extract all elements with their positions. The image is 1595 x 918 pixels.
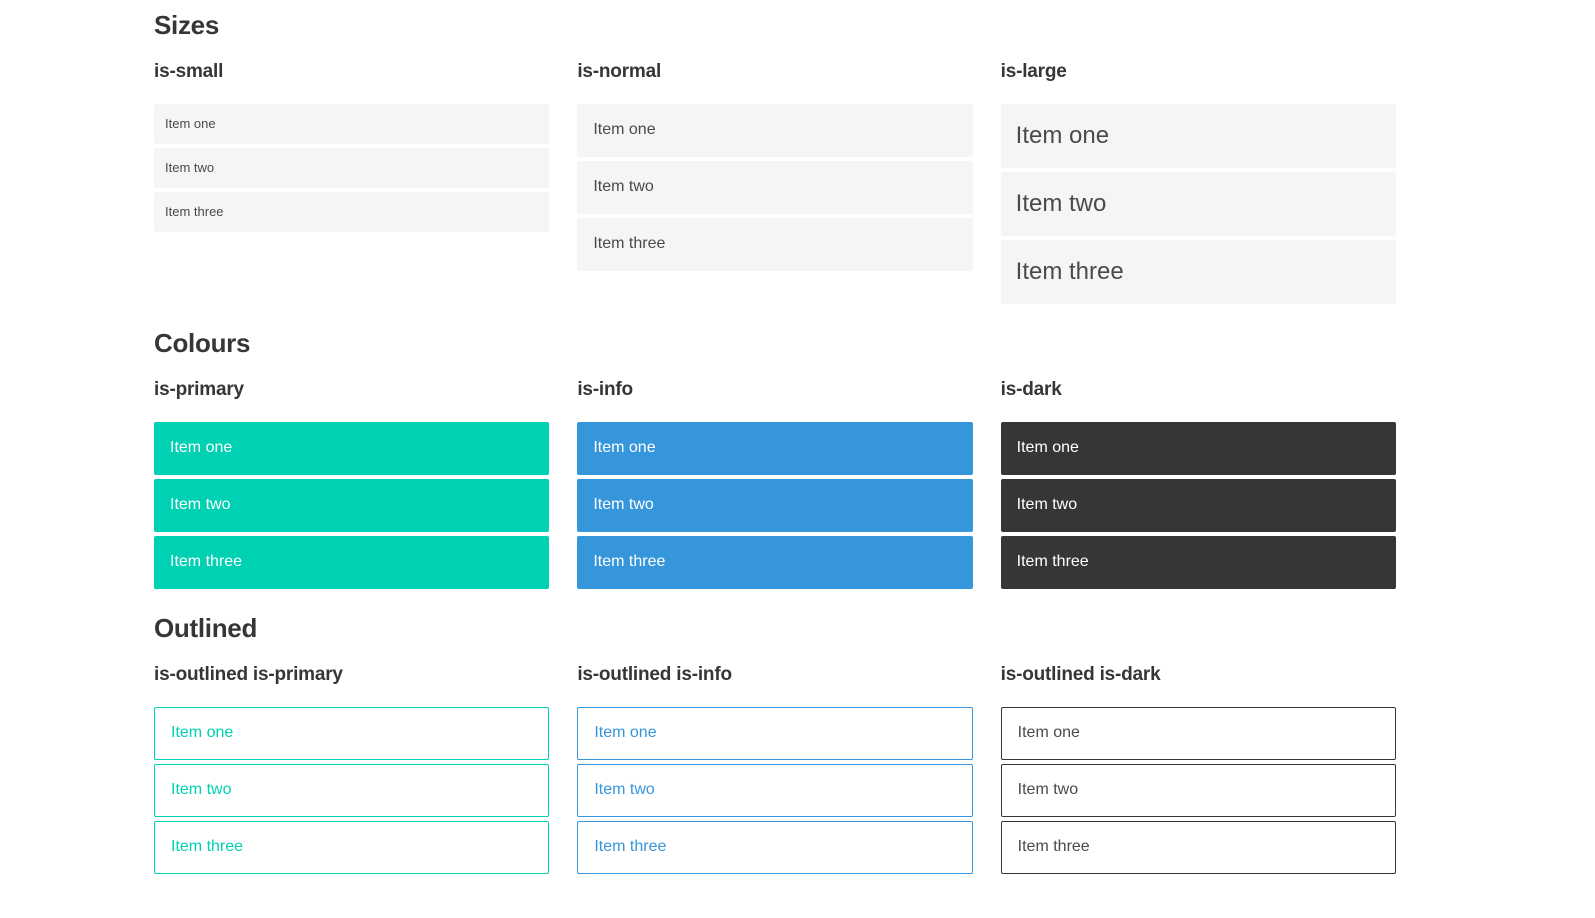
variant-is-primary: is-primary Item one Item two Item three xyxy=(154,379,550,589)
variant-label-is-outlined-is-primary: is-outlined is-primary xyxy=(154,664,343,686)
list-item[interactable]: Item three xyxy=(1000,535,1396,589)
list-item[interactable]: Item two xyxy=(1000,171,1396,236)
list-item[interactable]: Item three xyxy=(154,820,550,874)
list-item[interactable]: Item one xyxy=(1000,103,1396,168)
list-item[interactable]: Item one xyxy=(154,421,550,475)
list-item[interactable]: Item two xyxy=(154,478,550,532)
variant-label-is-dark: is-dark xyxy=(1000,379,1062,401)
variant-is-dark: is-dark Item one Item two Item three xyxy=(1000,379,1396,589)
outlined-variant-grid: is-outlined is-primary Item one Item two… xyxy=(154,664,1396,874)
list-item[interactable]: Item two xyxy=(154,763,550,817)
variant-label-is-outlined-is-info: is-outlined is-info xyxy=(577,664,732,686)
variant-label-is-primary: is-primary xyxy=(154,379,244,401)
list-item[interactable]: Item three xyxy=(154,535,550,589)
variant-is-normal: is-normal Item one Item two Item three xyxy=(577,61,973,271)
sizes-variant-grid: is-small Item one Item two Item three is… xyxy=(154,61,1396,304)
list-item[interactable]: Item three xyxy=(1000,820,1396,874)
list-outlined-info: Item one Item two Item three xyxy=(577,706,973,874)
list-item[interactable]: Item one xyxy=(1000,706,1396,760)
list-item[interactable]: Item two xyxy=(577,160,973,214)
colours-variant-grid: is-primary Item one Item two Item three … xyxy=(154,379,1396,589)
variant-is-outlined-is-primary: is-outlined is-primary Item one Item two… xyxy=(154,664,550,874)
list-item[interactable]: Item one xyxy=(1000,421,1396,475)
list-item[interactable]: Item one xyxy=(577,103,973,157)
variant-label-is-normal: is-normal xyxy=(577,61,662,83)
section-title-colours: Colours xyxy=(154,327,251,358)
list-item[interactable]: Item two xyxy=(577,478,973,532)
list-outlined-primary: Item one Item two Item three xyxy=(154,706,550,874)
list-item[interactable]: Item three xyxy=(577,217,973,271)
variant-label-is-info: is-info xyxy=(577,379,633,401)
variant-is-small: is-small Item one Item two Item three xyxy=(154,61,550,232)
list-item[interactable]: Item one xyxy=(577,421,973,475)
variant-label-is-large: is-large xyxy=(1000,61,1067,83)
list-primary: Item one Item two Item three xyxy=(154,421,550,589)
list-item[interactable]: Item two xyxy=(1000,763,1396,817)
list-item[interactable]: Item one xyxy=(154,103,550,144)
list-item[interactable]: Item two xyxy=(577,763,973,817)
variant-label-is-outlined-is-dark: is-outlined is-dark xyxy=(1000,664,1161,686)
list-item[interactable]: Item three xyxy=(577,535,973,589)
list-info: Item one Item two Item three xyxy=(577,421,973,589)
variant-is-outlined-is-dark: is-outlined is-dark Item one Item two It… xyxy=(1000,664,1396,874)
list-small: Item one Item two Item three xyxy=(154,103,550,232)
section-outlined: Outlined is-outlined is-primary Item one… xyxy=(154,613,1396,874)
section-title-sizes: Sizes xyxy=(154,10,219,40)
list-item[interactable]: Item one xyxy=(577,706,973,760)
list-item[interactable]: Item two xyxy=(154,147,550,188)
list-item[interactable]: Item two xyxy=(1000,478,1396,532)
list-item[interactable]: Item three xyxy=(577,820,973,874)
section-title-outlined: Outlined xyxy=(154,612,258,643)
variant-is-large: is-large Item one Item two Item three xyxy=(1000,61,1396,304)
list-item[interactable]: Item three xyxy=(1000,239,1396,304)
list-normal: Item one Item two Item three xyxy=(577,103,973,271)
list-outlined-dark: Item one Item two Item three xyxy=(1000,706,1396,874)
list-item[interactable]: Item one xyxy=(154,706,550,760)
list-item[interactable]: Item three xyxy=(154,191,550,232)
list-dark: Item one Item two Item three xyxy=(1000,421,1396,589)
variant-is-info: is-info Item one Item two Item three xyxy=(577,379,973,589)
section-colours: Colours is-primary Item one Item two Ite… xyxy=(154,328,1396,589)
variant-is-outlined-is-info: is-outlined is-info Item one Item two It… xyxy=(577,664,973,874)
variant-label-is-small: is-small xyxy=(154,61,224,83)
list-large: Item one Item two Item three xyxy=(1000,103,1396,304)
section-sizes: Sizes is-small Item one Item two Item th… xyxy=(154,10,1396,304)
